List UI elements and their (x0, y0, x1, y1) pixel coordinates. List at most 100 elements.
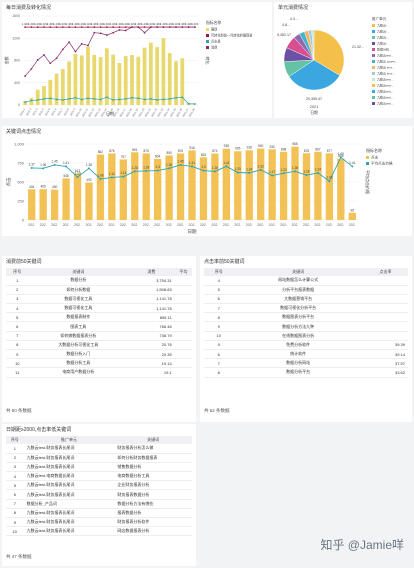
table-row[interactable]: 6 九数云test-财务报表长尾词 财务报表数据分析 (6, 489, 192, 500)
table-row[interactable]: 5 分析平台报表数据 (204, 285, 408, 295)
x-tick-label: 202. (292, 223, 299, 227)
legend-swatch (372, 36, 375, 39)
table-row[interactable]: 1 九数云test-财务报表长尾词 财务报表分析怎么做 (6, 444, 192, 454)
table-row[interactable]: 10 数据分析工具 19.14 (6, 358, 192, 369)
table-cell: 企业财务报表分析 (114, 480, 192, 491)
data-point (124, 26, 127, 29)
table-row[interactable]: 1 数据分析 3,754.31 (6, 276, 192, 286)
table-row[interactable]: 7 数据分析网站 37.57 (204, 358, 408, 369)
column-header[interactable]: 关键词 (28, 268, 129, 276)
column-header[interactable]: 消费 (128, 268, 175, 276)
bar (104, 48, 109, 105)
data-point (76, 176, 79, 179)
table-row[interactable]: 8 九数云test-财务报表长尾词 报表数据分析 (6, 508, 192, 519)
data-point (193, 102, 196, 105)
column-header[interactable]: 序号 (6, 436, 24, 444)
data-point (105, 34, 108, 36)
column-header[interactable]: 平均 (174, 268, 192, 276)
table-cell (362, 285, 408, 295)
table-row[interactable]: 6 图表工具 766.46 (6, 321, 192, 332)
column-header[interactable]: 推广单元 (23, 436, 115, 444)
table-row[interactable]: 7 数据分析_产品词 数据分析方法有哪些 (6, 499, 192, 509)
table-row[interactable]: 5 九数云test-财务报表长尾词 企业财务报表分析 (6, 480, 192, 491)
legend-label: 可转化到前一月转化的展现量 (211, 33, 253, 38)
table-row[interactable]: 3 数据可视化工具 1,141.78 (6, 294, 192, 305)
column-header[interactable]: 关键词 (114, 436, 192, 444)
x-tick-label: 2021-17 (118, 107, 127, 118)
table-row[interactable]: 5 免费分析软件 39.39 (204, 340, 408, 351)
data-point (124, 29, 127, 32)
table-wrapper[interactable]: 序号 关键词 点击率 4 网站数据怎么计算公式 5 分析平台报表数据 6 大数据营销平台 7 数据… (204, 268, 408, 378)
table-cell: 7 (6, 499, 24, 509)
data-point (87, 26, 89, 29)
column-header[interactable]: 序号 (6, 268, 29, 276)
bar (222, 148, 231, 220)
x-tick-label: 2021-11 (81, 107, 89, 118)
legend-label: 展现 (211, 27, 218, 32)
x-tick-label: 2021-27 (181, 107, 190, 118)
table-wrapper[interactable]: 序号 关键词 消费 平均 1 数据分析 3,754.31 2 如何分析数据 1,508.83 3 数… (6, 268, 192, 378)
table-row[interactable]: 10 九数云test-财务报表长尾词 网店数据报表分析 (6, 526, 192, 537)
bar-value-label: 404 (29, 185, 35, 189)
table-row[interactable]: 7 如何做数据报表分析 738.79 (6, 331, 192, 341)
table-row[interactable]: 4 九数云test-电商数据长尾词 电商数据分析工具 (6, 471, 192, 482)
table-cell (174, 303, 192, 314)
data-point (43, 54, 45, 56)
column-header[interactable]: 序号 (204, 268, 234, 276)
table-row[interactable]: 8 数据分析平台 33.62 (204, 367, 408, 378)
data-point (193, 26, 196, 29)
table-row[interactable]: 11 电商用户数据分析 19.1 (6, 367, 192, 378)
table-cell: 电商用户数据分析 (28, 367, 129, 378)
data-point (156, 26, 159, 29)
x-tick-label: 202. (120, 223, 127, 227)
pie-slice (311, 29, 315, 61)
y-axis-label: 点击 (5, 177, 12, 186)
bar (111, 54, 116, 105)
x-tick-label: 202. (154, 223, 161, 227)
series-line (25, 96, 195, 105)
table-row[interactable]: 8 数据图表分析平台 (204, 312, 408, 323)
table-row[interactable]: 3 九数云test-财务报表长尾词 销售数据分析 (6, 462, 192, 473)
table-row[interactable]: 4 网站数据怎么计算公式 (204, 276, 408, 286)
legend-swatch (206, 28, 209, 31)
keyword-click-panel: 关键词点击情况 0 250 500 750 1,000 点击 日期 平均点击价格 404 405 4… (2, 126, 412, 236)
column-header[interactable]: 点击率 (362, 268, 408, 276)
table-cell: 859.11 (128, 312, 175, 323)
table-row[interactable]: 2 九数云test-财务报表长尾词 如何分析财务数据报表 (6, 453, 192, 463)
bar (337, 158, 345, 220)
table-row[interactable]: 6 大数据营销平台 (204, 294, 408, 305)
bar (199, 157, 208, 220)
table-row[interactable]: 4 数据可视化工具 1,141.78 (6, 303, 192, 314)
table-row[interactable]: 10 在线数据图表分析 (204, 331, 408, 341)
bar (42, 86, 46, 105)
table-row[interactable]: 9 数据分析方法九种 (204, 321, 408, 332)
bar (131, 152, 139, 220)
line-value-label: 1.41 (223, 161, 229, 165)
data-label: 1,400 (103, 22, 110, 26)
table-row[interactable]: 6 统计软件 39.14 (204, 349, 408, 360)
legend-swatch (372, 66, 375, 69)
data-point (99, 32, 102, 35)
table-row[interactable]: 5 数据报表制作 859.11 (6, 312, 192, 323)
data-point (351, 165, 354, 168)
y-tick-label: 1,000 (14, 142, 25, 147)
data-point (112, 99, 115, 101)
table-wrapper[interactable]: 序号 推广单元 关键词 1 九数云test-财务报表长尾词 财务报表分析怎么做 2 九数云t… (6, 436, 192, 537)
bar (234, 151, 242, 220)
column-header[interactable]: 关键词 (233, 268, 363, 276)
legend-title: 推广单元 (372, 16, 387, 21)
bar-value-label: 876 (144, 149, 150, 153)
table-cell: 5 (204, 340, 234, 351)
data-point (112, 31, 115, 34)
table-row[interactable]: 9 九数云test-财务报表长尾词 财务报表分析软件 (6, 517, 192, 528)
x-tick-label: 2021-18 (125, 107, 134, 118)
table-cell: 数据图表分析平台 (233, 312, 363, 323)
table-row[interactable]: 7 数据可视化分析平台 (204, 303, 408, 314)
table-row[interactable]: 2 如何分析数据 1,508.83 (6, 285, 192, 295)
data-point (49, 26, 52, 29)
bar (348, 212, 356, 220)
data-point (294, 170, 297, 173)
table-cell: 1,141.78 (128, 294, 175, 305)
table-row[interactable]: 9 数据分析入门 20.35 (6, 349, 192, 360)
table-row[interactable]: 8 大数据分析可视化工具 20.76 (6, 340, 192, 351)
